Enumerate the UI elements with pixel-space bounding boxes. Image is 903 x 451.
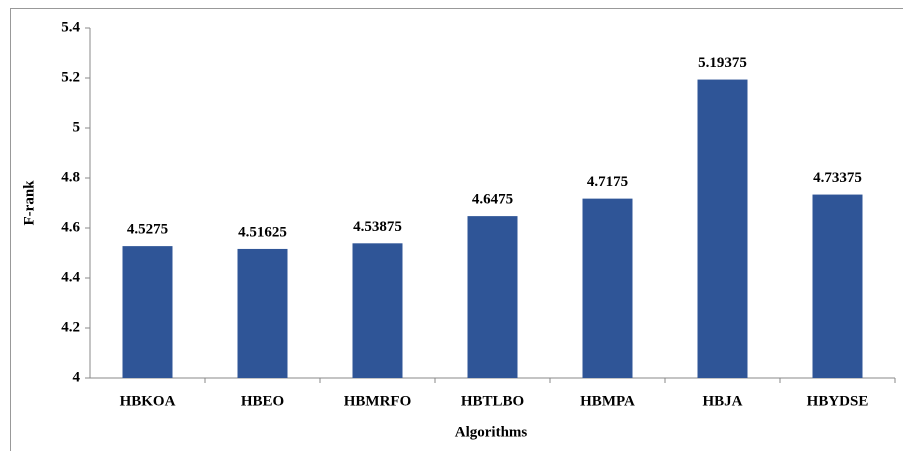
y-axis-label: F-rank xyxy=(21,180,37,226)
value-label: 4.7175 xyxy=(587,174,628,190)
y-tick-label: 5.2 xyxy=(61,69,80,85)
x-tick-label: HBTLBO xyxy=(461,393,524,409)
y-tick-label: 4.4 xyxy=(61,269,80,285)
bar xyxy=(812,194,863,378)
value-label: 4.73375 xyxy=(813,170,862,186)
y-tick-label: 5 xyxy=(73,119,81,135)
value-label: 4.5275 xyxy=(127,222,168,238)
bar xyxy=(237,248,288,378)
bar xyxy=(352,243,403,378)
bar xyxy=(697,79,748,378)
y-tick-label: 4.2 xyxy=(61,319,80,335)
value-label: 4.51625 xyxy=(238,224,287,240)
y-tick-label: 4 xyxy=(73,369,81,385)
bar xyxy=(582,198,633,378)
x-tick-label: HBJA xyxy=(702,393,742,409)
value-label: 5.19375 xyxy=(698,55,747,71)
value-label: 4.6475 xyxy=(472,192,513,208)
x-tick-label: HBMRFO xyxy=(344,393,412,409)
x-tick-label: HBMPA xyxy=(580,393,635,409)
y-tick-label: 4.6 xyxy=(61,219,80,235)
bar xyxy=(122,246,173,378)
x-tick-label: HBYDSE xyxy=(807,393,869,409)
y-tick-label: 5.4 xyxy=(61,19,80,35)
value-label: 4.53875 xyxy=(353,219,402,235)
x-tick-label: HBKOA xyxy=(120,393,176,409)
x-tick-label: HBEO xyxy=(241,393,284,409)
chart-frame xyxy=(10,8,903,451)
x-axis-label: Algorithms xyxy=(455,424,528,440)
bar xyxy=(467,216,518,378)
y-tick-label: 4.8 xyxy=(61,169,80,185)
